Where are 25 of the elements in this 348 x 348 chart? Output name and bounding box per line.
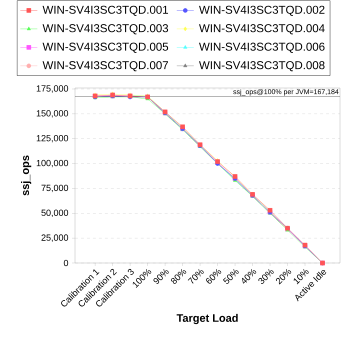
legend-label: WIN-SV4I3SC3TQD.008 [199, 61, 325, 72]
legend-label: WIN-SV4I3SC3TQD.007 [42, 61, 168, 72]
x-tick-label: 40% [242, 268, 256, 284]
y-tick-label: 175,000 [36, 85, 68, 93]
y-axis-title: ssj_ops [21, 156, 32, 196]
legend-label: WIN-SV4I3SC3TQD.004 [199, 24, 325, 34]
x-tick-label: 60% [206, 268, 222, 284]
y-tick-label: 0 [64, 260, 68, 266]
x-tick-label: 50% [222, 268, 239, 284]
legend-label: WIN-SV4I3SC3TQD.003 [42, 24, 168, 34]
legend-label: WIN-SV4I3SC3TQD.002 [199, 6, 324, 16]
legend-label: WIN-SV4I3SC3TQD.006 [199, 42, 325, 53]
legend-label: WIN-SV4I3SC3TQD.001 [42, 6, 168, 16]
x-tick-label: 70% [188, 268, 204, 284]
x-tick-label: 30% [258, 268, 274, 284]
y-tick-label: 150,000 [36, 110, 68, 118]
y-tick-label: 125,000 [36, 135, 68, 142]
y-tick-label: 25,000 [42, 234, 68, 242]
legend-label: WIN-SV4I3SC3TQD.005 [42, 42, 168, 53]
x-tick-label: 90% [153, 268, 169, 284]
x-axis-title: Target Load [176, 314, 238, 324]
y-tick-label: 100,000 [36, 160, 68, 168]
y-tick-label: 50,000 [41, 210, 68, 217]
y-tick-label: 75,000 [42, 184, 68, 192]
x-tick-label: 80% [170, 268, 186, 284]
